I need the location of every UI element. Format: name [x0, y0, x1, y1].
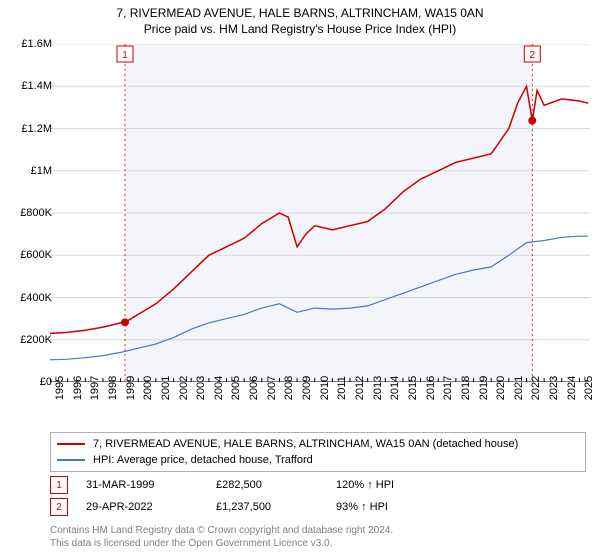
- title-line-1: 7, RIVERMEAD AVENUE, HALE BARNS, ALTRINC…: [0, 0, 600, 20]
- y-tick-label: £800K: [20, 207, 52, 219]
- x-tick-label: 2025: [583, 376, 595, 400]
- x-tick-label: 2016: [425, 376, 437, 400]
- x-tick-label: 1996: [72, 376, 84, 400]
- y-tick-label: £400K: [20, 292, 52, 304]
- x-tick-label: 2023: [548, 376, 560, 400]
- x-tick-label: 2009: [301, 376, 313, 400]
- x-tick-label: 2004: [213, 376, 225, 400]
- transaction-date-2: 29-APR-2022: [86, 501, 216, 513]
- chart-container: 7, RIVERMEAD AVENUE, HALE BARNS, ALTRINC…: [0, 0, 600, 560]
- x-tick-label: 2012: [354, 376, 366, 400]
- y-tick-label: £1.4M: [21, 80, 52, 92]
- x-tick-label: 2021: [513, 376, 525, 400]
- legend-row-1: 7, RIVERMEAD AVENUE, HALE BARNS, ALTRINC…: [57, 436, 579, 452]
- transaction-price-1: £282,500: [216, 479, 336, 491]
- transaction-marker-2: 2: [50, 498, 68, 516]
- x-tick-label: 2007: [266, 376, 278, 400]
- x-tick-label: 2017: [442, 376, 454, 400]
- y-tick-label: £200K: [20, 334, 52, 346]
- legend-row-2: HPI: Average price, detached house, Traf…: [57, 452, 579, 468]
- chart-svg: 12: [50, 44, 590, 382]
- x-tick-label: 2001: [160, 376, 172, 400]
- transaction-list: 1 31-MAR-1999 £282,500 120% ↑ HPI 2 29-A…: [50, 474, 456, 518]
- legend-swatch-1: [57, 443, 85, 445]
- transaction-pct-1: 120% ↑ HPI: [336, 479, 456, 491]
- footnote: Contains HM Land Registry data © Crown c…: [50, 524, 393, 550]
- x-tick-label: 2019: [478, 376, 490, 400]
- y-tick-label: £600K: [20, 249, 52, 261]
- x-tick-label: 2008: [283, 376, 295, 400]
- svg-text:1: 1: [122, 50, 128, 61]
- x-tick-label: 2003: [195, 376, 207, 400]
- transaction-price-2: £1,237,500: [216, 501, 336, 513]
- transaction-row-1: 1 31-MAR-1999 £282,500 120% ↑ HPI: [50, 474, 456, 496]
- transaction-pct-2: 93% ↑ HPI: [336, 501, 456, 513]
- footnote-line-2: This data is licensed under the Open Gov…: [50, 537, 393, 550]
- y-tick-label: £1.6M: [21, 38, 52, 50]
- legend-box: 7, RIVERMEAD AVENUE, HALE BARNS, ALTRINC…: [50, 432, 586, 472]
- x-tick-label: 2006: [248, 376, 260, 400]
- x-tick-label: 2010: [319, 376, 331, 400]
- y-tick-label: £1.2M: [21, 123, 52, 135]
- legend-swatch-2: [57, 459, 85, 461]
- transaction-row-2: 2 29-APR-2022 £1,237,500 93% ↑ HPI: [50, 496, 456, 518]
- x-tick-label: 2018: [460, 376, 472, 400]
- x-tick-label: 1999: [125, 376, 137, 400]
- chart-plot-area: 12: [50, 44, 590, 382]
- title-line-2: Price paid vs. HM Land Registry's House …: [0, 20, 600, 38]
- x-tick-label: 1995: [54, 376, 66, 400]
- legend-label-2: HPI: Average price, detached house, Traf…: [93, 454, 313, 466]
- x-tick-label: 2014: [389, 376, 401, 400]
- legend-label-1: 7, RIVERMEAD AVENUE, HALE BARNS, ALTRINC…: [93, 438, 518, 450]
- svg-text:2: 2: [530, 50, 536, 61]
- transaction-date-1: 31-MAR-1999: [86, 479, 216, 491]
- x-tick-label: 2002: [178, 376, 190, 400]
- footnote-line-1: Contains HM Land Registry data © Crown c…: [50, 524, 393, 537]
- x-tick-label: 2024: [566, 376, 578, 400]
- x-tick-label: 2005: [230, 376, 242, 400]
- x-tick-label: 2015: [407, 376, 419, 400]
- x-tick-label: 1998: [107, 376, 119, 400]
- x-tick-label: 2011: [336, 376, 348, 400]
- x-tick-label: 2022: [530, 376, 542, 400]
- x-tick-label: 1997: [89, 376, 101, 400]
- y-tick-label: £0: [40, 376, 52, 388]
- y-tick-label: £1M: [31, 165, 52, 177]
- x-tick-label: 2020: [495, 376, 507, 400]
- x-tick-label: 2013: [372, 376, 384, 400]
- x-tick-label: 2000: [142, 376, 154, 400]
- transaction-marker-1: 1: [50, 476, 68, 494]
